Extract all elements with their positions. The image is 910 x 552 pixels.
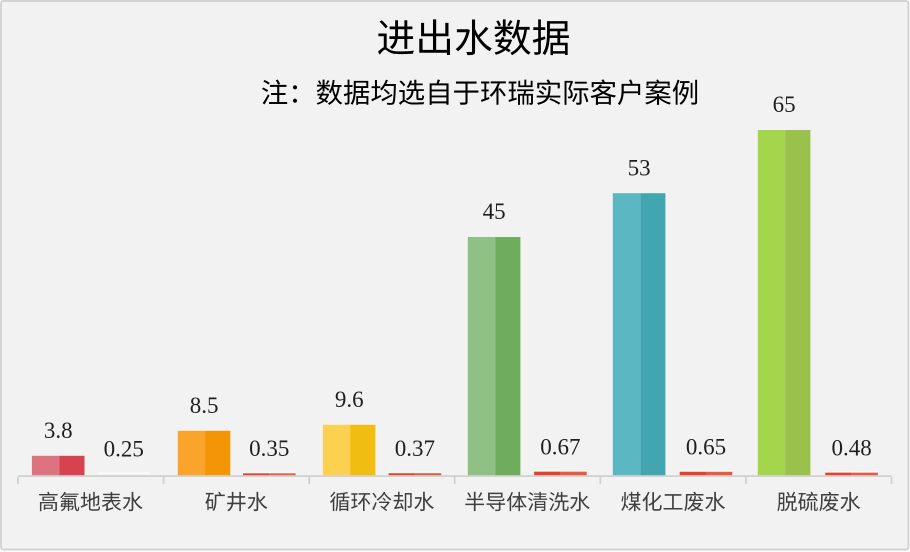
svg-text:45: 45 [483, 199, 506, 224]
svg-text:0.67: 0.67 [540, 434, 580, 459]
svg-text:3.8: 3.8 [44, 418, 73, 443]
svg-text:0.48: 0.48 [831, 435, 871, 460]
svg-text:0.25: 0.25 [104, 437, 144, 462]
svg-text:9.6: 9.6 [335, 387, 364, 412]
svg-text:0.35: 0.35 [249, 436, 289, 461]
svg-text:65: 65 [773, 92, 796, 117]
svg-text:0.37: 0.37 [395, 436, 435, 461]
svg-text:8.5: 8.5 [190, 393, 219, 418]
svg-text:0.65: 0.65 [686, 434, 726, 459]
svg-text:53: 53 [628, 155, 651, 180]
